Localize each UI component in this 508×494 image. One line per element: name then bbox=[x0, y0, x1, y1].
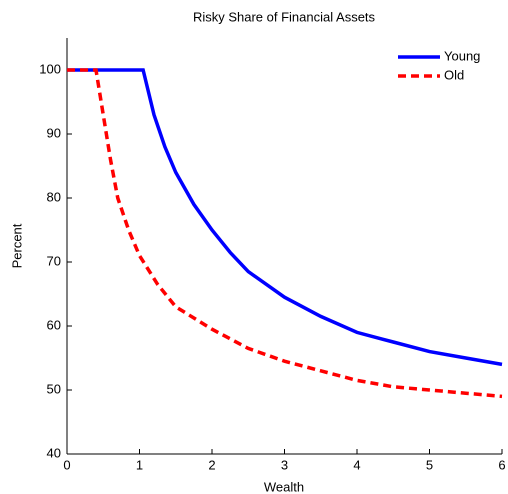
y-tick-label: 70 bbox=[47, 253, 61, 268]
legend-label: Old bbox=[444, 67, 464, 82]
x-tick-label: 5 bbox=[426, 457, 433, 472]
x-tick-label: 0 bbox=[63, 457, 70, 472]
y-axis-label: Percent bbox=[9, 223, 24, 268]
y-tick-label: 50 bbox=[47, 381, 61, 396]
y-tick-label: 60 bbox=[47, 317, 61, 332]
y-tick-label: 100 bbox=[39, 61, 61, 76]
x-tick-label: 3 bbox=[281, 457, 288, 472]
line-series bbox=[67, 68, 503, 399]
x-tick-label: 4 bbox=[353, 457, 360, 472]
y-tick-label: 40 bbox=[47, 445, 61, 460]
y-tick-label: 80 bbox=[47, 189, 61, 204]
y-tick-label: 90 bbox=[47, 125, 61, 140]
x-tick-label: 6 bbox=[498, 457, 505, 472]
legend-label: Young bbox=[444, 48, 480, 63]
line-series bbox=[67, 68, 503, 367]
x-tick-label: 1 bbox=[136, 457, 143, 472]
x-axis-label: Wealth bbox=[264, 479, 304, 494]
chart-title: Risky Share of Financial Assets bbox=[193, 9, 376, 24]
x-tick-label: 2 bbox=[208, 457, 215, 472]
